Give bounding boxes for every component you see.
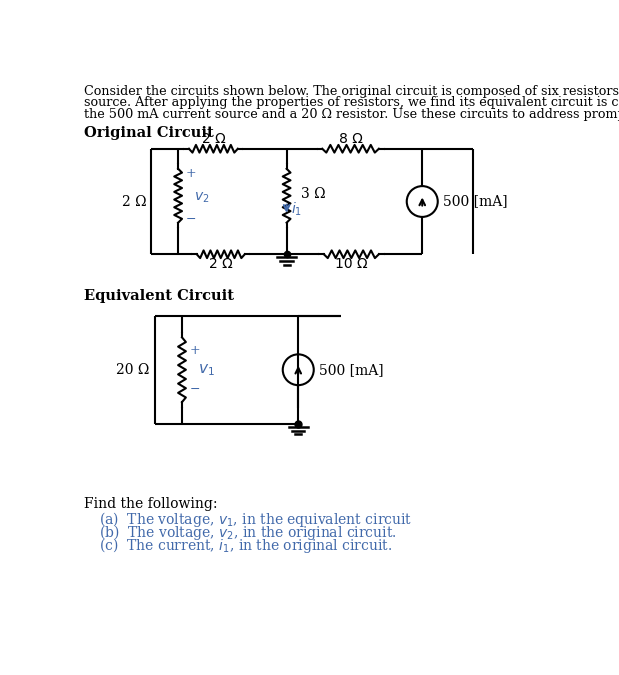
Text: source. After applying the properties of resistors, we find its equivalent circu: source. After applying the properties of… [84,97,619,109]
Text: $v_1$: $v_1$ [197,362,214,377]
Text: +: + [186,167,196,180]
Text: 8 Ω: 8 Ω [339,132,363,146]
Text: 3 Ω: 3 Ω [301,187,325,200]
Text: $v_2$: $v_2$ [194,191,209,205]
Text: −: − [190,383,201,396]
Text: (b)  The voltage, $v_2$, in the original circuit.: (b) The voltage, $v_2$, in the original … [99,523,397,542]
Text: Equivalent Circuit: Equivalent Circuit [84,289,233,303]
Text: Original Circuit: Original Circuit [84,126,214,140]
Text: (c)  The current, $i_1$, in the original circuit.: (c) The current, $i_1$, in the original … [99,536,392,555]
Text: Consider the circuits shown below. The original circuit is composed of six resis: Consider the circuits shown below. The o… [84,85,619,98]
Text: 500 [mA]: 500 [mA] [319,362,384,377]
Text: −: − [186,213,196,226]
Text: Find the following:: Find the following: [84,497,217,511]
Text: +: + [190,344,201,357]
Text: the 500 mA current source and a 20 Ω resistor. Use these circuits to address pro: the 500 mA current source and a 20 Ω res… [84,108,619,121]
Text: 2 Ω: 2 Ω [202,132,225,146]
Text: 2 Ω: 2 Ω [209,257,233,271]
Text: 500 [mA]: 500 [mA] [443,194,508,209]
Text: 2 Ω: 2 Ω [122,194,146,209]
Text: $i_1$: $i_1$ [292,200,302,217]
Text: 10 Ω: 10 Ω [335,257,368,271]
Text: 20 Ω: 20 Ω [116,362,150,377]
Text: (a)  The voltage, $v_1$, in the equivalent circuit: (a) The voltage, $v_1$, in the equivalen… [99,510,412,529]
